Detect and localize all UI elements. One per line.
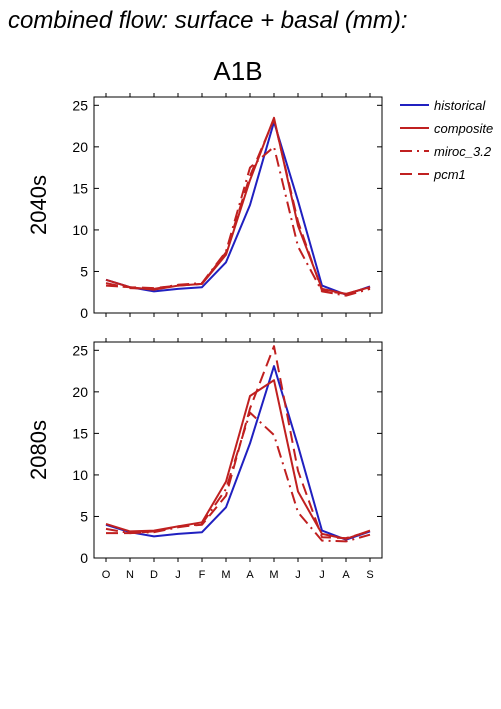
legend-label: pcm1	[433, 167, 466, 182]
series-line-historical	[105, 365, 371, 541]
y-tick-label: 0	[80, 550, 88, 566]
figure-title: combined flow: surface + basal (mm):	[8, 7, 407, 34]
panel-2040s: 0 5 10 15 20 25 2040s	[26, 93, 383, 321]
x-tick-label: J	[295, 569, 301, 581]
y-tick-label: 25	[72, 97, 88, 113]
y-tick-label: 5	[80, 263, 88, 279]
x-tick-label: O	[102, 569, 111, 581]
panel-ylabel: 2080s	[26, 420, 51, 480]
series-line-historical	[105, 120, 371, 296]
panel-2080s: 0 5 10 15 20 25 O N D J F M A M J J A S 2080s	[26, 338, 383, 581]
x-tick-label: N	[126, 569, 134, 581]
legend: historical composite miroc_3.2 pcm1	[400, 98, 493, 182]
x-tick-label: J	[175, 569, 181, 581]
x-tick-label: J	[319, 569, 325, 581]
legend-label: historical	[434, 98, 486, 113]
x-tick-label: D	[150, 569, 158, 581]
legend-label: composite	[434, 121, 493, 136]
y-tick-label: 20	[72, 139, 88, 155]
y-tick-label: 15	[72, 180, 88, 196]
plot-frame	[93, 96, 383, 314]
series-line-pcm1	[105, 118, 371, 295]
scenario-title: A1B	[213, 56, 262, 86]
y-tick-label: 25	[72, 342, 88, 358]
plot-frame	[93, 341, 383, 559]
y-tick-label: 5	[80, 508, 88, 524]
y-tick-label: 0	[80, 305, 88, 321]
y-tick-label: 15	[72, 425, 88, 441]
x-tick-label: M	[269, 569, 278, 581]
y-tick-label: 10	[72, 222, 88, 238]
y-tick-label: 10	[72, 467, 88, 483]
x-tick-label: M	[221, 569, 230, 581]
x-tick-label: F	[199, 569, 206, 581]
series-line-composite	[105, 379, 371, 540]
series-line-miroc-3-2	[105, 145, 371, 297]
x-tick-label: A	[246, 569, 254, 581]
series-line-composite	[105, 116, 371, 295]
y-tick-label: 20	[72, 384, 88, 400]
series-line-pcm1	[106, 345, 371, 540]
legend-label: miroc_3.2	[434, 144, 492, 159]
x-tick-label: S	[366, 569, 373, 581]
x-tick-label: A	[342, 569, 350, 581]
panel-ylabel: 2040s	[26, 175, 51, 235]
